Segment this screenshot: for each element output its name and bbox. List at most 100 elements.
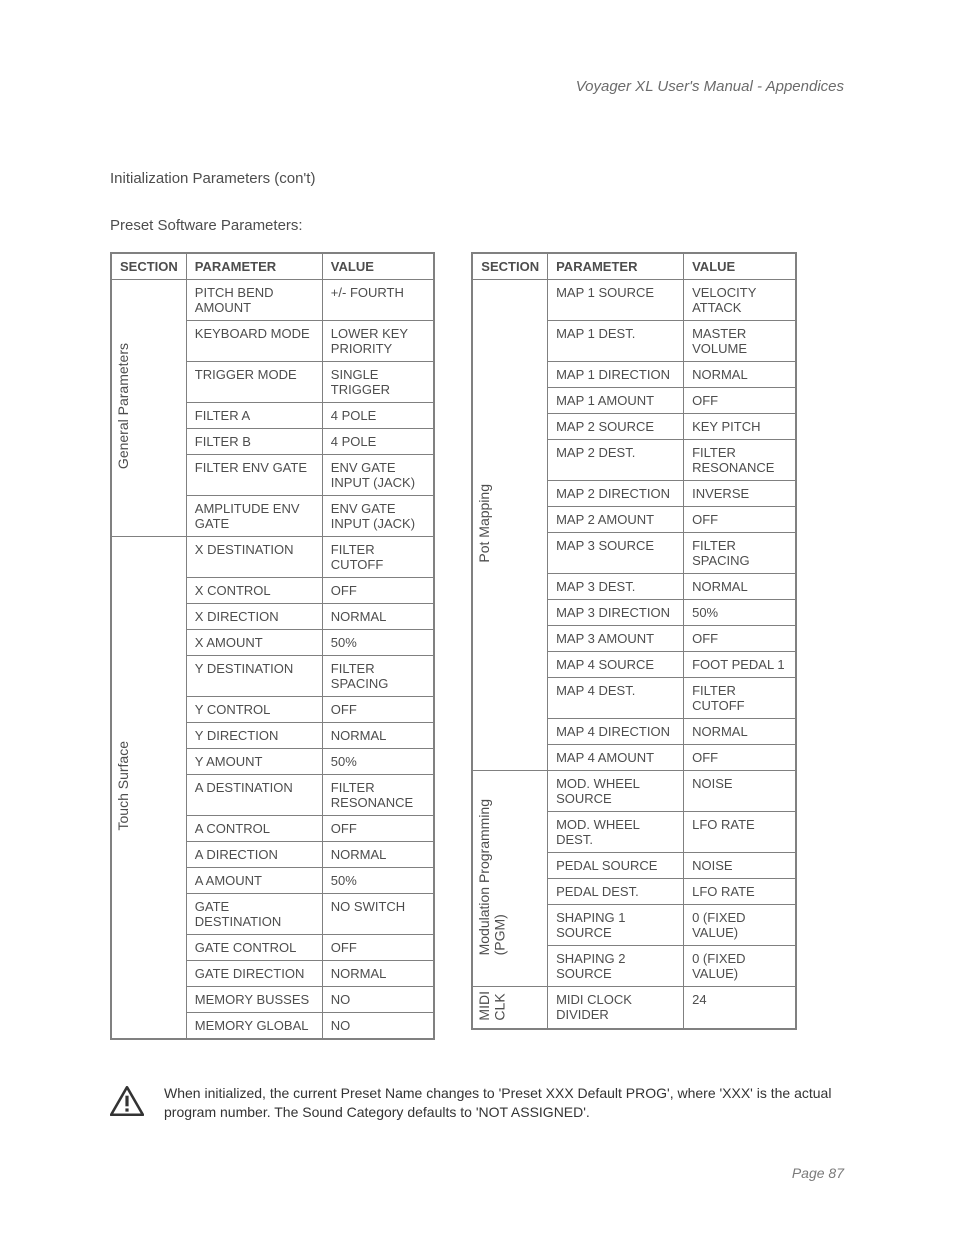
content-block: Initialization Parameters (con't) Preset… (110, 170, 844, 1122)
value-cell: MASTER VOLUME (684, 321, 796, 362)
param-cell: X DIRECTION (186, 604, 322, 630)
note-text: When initialized, the current Preset Nam… (164, 1084, 844, 1122)
param-cell: MAP 1 AMOUNT (548, 388, 684, 414)
param-cell: Y DESTINATION (186, 656, 322, 697)
value-cell: 50% (322, 630, 434, 656)
value-cell: LFO RATE (684, 812, 796, 853)
tables-container: SECTION PARAMETER VALUE General Paramete… (110, 252, 844, 1040)
param-cell: MAP 3 SOURCE (548, 533, 684, 574)
value-cell: FILTER CUTOFF (322, 537, 434, 578)
value-cell: OFF (684, 507, 796, 533)
param-cell: A AMOUNT (186, 868, 322, 894)
param-cell: MOD. WHEEL SOURCE (548, 771, 684, 812)
value-cell: FILTER SPACING (684, 533, 796, 574)
col-parameter-header: PARAMETER (548, 253, 684, 280)
section-label-touch: Touch Surface (111, 537, 186, 1040)
value-cell: 50% (684, 600, 796, 626)
value-cell: FILTER SPACING (322, 656, 434, 697)
value-cell: NORMAL (322, 961, 434, 987)
page-title: Initialization Parameters (con't) (110, 170, 844, 187)
param-cell: MAP 1 SOURCE (548, 280, 684, 321)
param-cell: MEMORY BUSSES (186, 987, 322, 1013)
param-cell: MAP 4 DIRECTION (548, 719, 684, 745)
param-cell: MAP 1 DIRECTION (548, 362, 684, 388)
table-row: Touch Surface X DESTINATION FILTER CUTOF… (111, 537, 434, 578)
param-cell: GATE DIRECTION (186, 961, 322, 987)
col-value-header: VALUE (684, 253, 796, 280)
value-cell: NORMAL (684, 719, 796, 745)
param-cell: MAP 2 SOURCE (548, 414, 684, 440)
param-cell: X CONTROL (186, 578, 322, 604)
section-label-midiclk: MIDI CLK (472, 987, 547, 1029)
table-row: Modulation Programming (PGM) MOD. WHEEL … (472, 771, 795, 812)
value-cell: NORMAL (322, 842, 434, 868)
value-cell: OFF (684, 745, 796, 771)
table-header-row: SECTION PARAMETER VALUE (111, 253, 434, 280)
section-label-potmapping: Pot Mapping (472, 280, 547, 771)
value-cell: +/- FOURTH (322, 280, 434, 321)
param-cell: MEMORY GLOBAL (186, 1013, 322, 1040)
table-row: Pot Mapping MAP 1 SOURCE VELOCITY ATTACK (472, 280, 795, 321)
section-label-general: General Parameters (111, 280, 186, 537)
param-cell: MAP 2 DEST. (548, 440, 684, 481)
param-cell: A DESTINATION (186, 775, 322, 816)
param-cell: MAP 2 AMOUNT (548, 507, 684, 533)
left-parameter-table: SECTION PARAMETER VALUE General Paramete… (110, 252, 435, 1040)
param-cell: X AMOUNT (186, 630, 322, 656)
page-number: Page 87 (792, 1165, 844, 1181)
table-row: MIDI CLK MIDI CLOCK DIVIDER 24 (472, 987, 795, 1029)
param-cell: MAP 3 DEST. (548, 574, 684, 600)
param-cell: FILTER B (186, 429, 322, 455)
param-cell: AMPLITUDE ENV GATE (186, 496, 322, 537)
param-cell: MAP 4 AMOUNT (548, 745, 684, 771)
param-cell: FILTER ENV GATE (186, 455, 322, 496)
value-cell: FILTER RESONANCE (322, 775, 434, 816)
value-cell: SINGLE TRIGGER (322, 362, 434, 403)
value-cell: FOOT PEDAL 1 (684, 652, 796, 678)
table-header-row: SECTION PARAMETER VALUE (472, 253, 795, 280)
value-cell: NOISE (684, 853, 796, 879)
param-cell: SHAPING 1 SOURCE (548, 905, 684, 946)
param-cell: KEYBOARD MODE (186, 321, 322, 362)
value-cell: 0 (FIXED VALUE) (684, 905, 796, 946)
value-cell: NORMAL (684, 362, 796, 388)
section-label-modprog: Modulation Programming (PGM) (472, 771, 547, 987)
value-cell: 24 (684, 987, 796, 1029)
param-cell: X DESTINATION (186, 537, 322, 578)
value-cell: NORMAL (322, 723, 434, 749)
value-cell: 50% (322, 868, 434, 894)
col-value-header: VALUE (322, 253, 434, 280)
param-cell: MAP 4 SOURCE (548, 652, 684, 678)
running-head: Voyager XL User's Manual - Appendices (576, 78, 844, 95)
param-cell: PITCH BEND AMOUNT (186, 280, 322, 321)
param-cell: MIDI CLOCK DIVIDER (548, 987, 684, 1029)
param-cell: GATE DESTINATION (186, 894, 322, 935)
value-cell: OFF (322, 935, 434, 961)
value-cell: ENV GATE INPUT (JACK) (322, 455, 434, 496)
value-cell: OFF (684, 626, 796, 652)
value-cell: 4 POLE (322, 403, 434, 429)
value-cell: 50% (322, 749, 434, 775)
value-cell: VELOCITY ATTACK (684, 280, 796, 321)
param-cell: GATE CONTROL (186, 935, 322, 961)
param-cell: Y CONTROL (186, 697, 322, 723)
note-block: When initialized, the current Preset Nam… (110, 1084, 844, 1122)
value-cell: 0 (FIXED VALUE) (684, 946, 796, 987)
param-cell: A DIRECTION (186, 842, 322, 868)
value-cell: 4 POLE (322, 429, 434, 455)
value-cell: LFO RATE (684, 879, 796, 905)
value-cell: NORMAL (322, 604, 434, 630)
value-cell: OFF (322, 816, 434, 842)
param-cell: A CONTROL (186, 816, 322, 842)
param-cell: Y AMOUNT (186, 749, 322, 775)
value-cell: ENV GATE INPUT (JACK) (322, 496, 434, 537)
param-cell: MAP 1 DEST. (548, 321, 684, 362)
value-cell: KEY PITCH (684, 414, 796, 440)
value-cell: NORMAL (684, 574, 796, 600)
value-cell: OFF (322, 697, 434, 723)
col-section-header: SECTION (111, 253, 186, 280)
param-cell: FILTER A (186, 403, 322, 429)
value-cell: OFF (684, 388, 796, 414)
col-parameter-header: PARAMETER (186, 253, 322, 280)
value-cell: OFF (322, 578, 434, 604)
